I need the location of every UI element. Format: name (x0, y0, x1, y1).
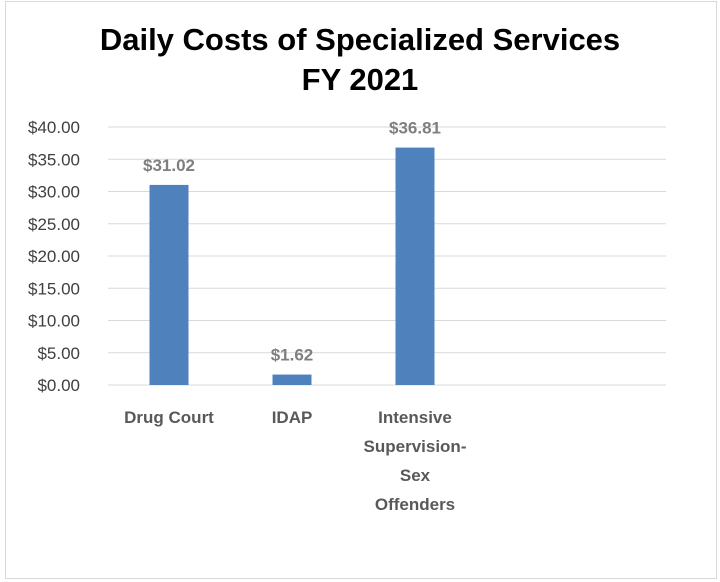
bar (149, 184, 189, 385)
chart-title-line-1: Daily Costs of Specialized Services (99, 22, 621, 57)
y-tick-label: $25.00 (28, 215, 80, 234)
category-label: IDAP (272, 408, 313, 427)
y-tick-label: $15.00 (28, 279, 80, 298)
category-label: Offenders (375, 495, 455, 514)
chart-title-line-2: FY 2021 (301, 62, 419, 97)
category-label: Drug Court (124, 408, 214, 427)
y-tick-label: $40.00 (28, 118, 80, 137)
category-label: Supervision- (364, 437, 467, 456)
chart-title: Daily Costs of Specialized Services FY 2… (0, 20, 720, 100)
y-tick-label: $20.00 (28, 247, 80, 266)
bar (272, 374, 312, 385)
y-tick-label: $35.00 (28, 150, 80, 169)
bar (395, 147, 435, 385)
y-tick-label: $10.00 (28, 312, 80, 331)
data-label: $36.81 (389, 119, 441, 138)
chart-frame (5, 1, 717, 579)
y-tick-label: $0.00 (37, 376, 80, 395)
data-label: $1.62 (271, 346, 314, 365)
category-label: Intensive (378, 408, 452, 427)
y-tick-label: $5.00 (37, 344, 80, 363)
y-tick-label: $30.00 (28, 183, 80, 202)
data-label: $31.02 (143, 156, 195, 175)
category-label: Sex (400, 466, 431, 485)
